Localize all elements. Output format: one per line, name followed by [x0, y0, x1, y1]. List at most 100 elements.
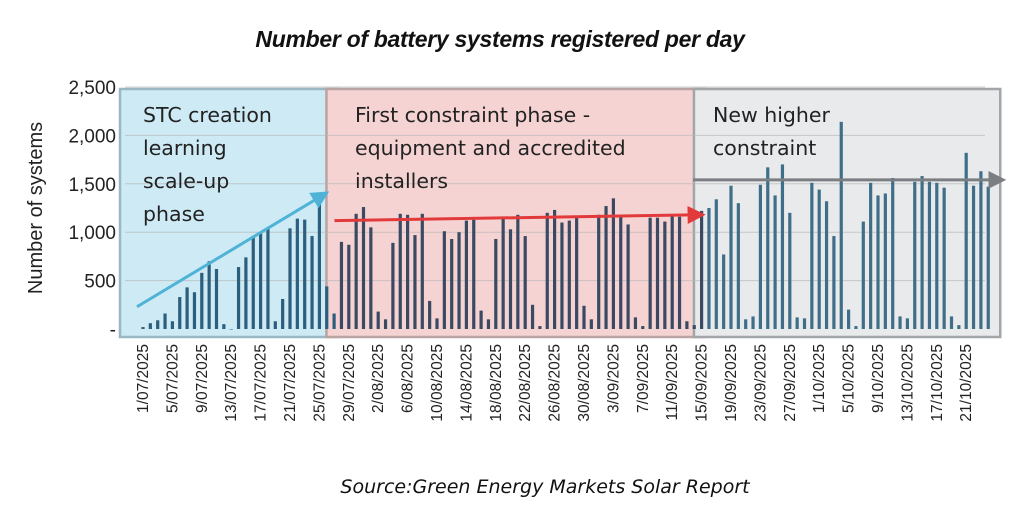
y-tick-label: 1,000: [68, 223, 116, 244]
bar: [545, 212, 549, 329]
bar: [281, 298, 285, 329]
x-tick-label: 13/07/2025: [223, 344, 240, 422]
x-axis: 1/07/2025 5/07/2025 9/07/2025 13/07/2025 17/…: [135, 344, 975, 422]
x-tick-label: 30/08/2025: [576, 344, 593, 422]
bar: [979, 171, 983, 329]
x-tick-label: 11/09/2025: [664, 344, 681, 420]
bar: [295, 218, 299, 329]
bar: [192, 292, 197, 329]
bar: [736, 203, 740, 329]
x-tick-label: 15/09/2025: [694, 344, 711, 422]
phase-label-line: scale-up: [143, 169, 229, 193]
phase-label-line: First constraint phase -: [355, 103, 590, 127]
bar: [869, 182, 873, 329]
bar: [303, 219, 307, 329]
bar: [339, 241, 344, 329]
phase-label-line: New higher: [713, 103, 831, 127]
bar: [744, 319, 748, 329]
bar: [883, 193, 887, 329]
bar: [494, 238, 498, 329]
bar: [428, 300, 432, 329]
bar: [597, 214, 601, 329]
bar: [582, 305, 586, 329]
bar: [567, 220, 571, 329]
y-axis: - 500 1,000 1,500 2,000 2,500 Number of system…: [25, 78, 116, 341]
x-tick-label: 21/10/2025: [958, 344, 975, 422]
bar: [288, 228, 292, 329]
bar: [376, 311, 380, 329]
bar: [670, 214, 674, 329]
x-tick-label: 26/08/2025: [547, 344, 564, 422]
phase-label-line: learning: [143, 136, 227, 160]
bar: [435, 318, 439, 329]
bar: [464, 220, 468, 329]
x-tick-label: 23/09/2025: [752, 344, 769, 422]
bar: [788, 212, 792, 329]
bar: [200, 272, 204, 329]
bar: [773, 195, 777, 329]
bar: [949, 316, 954, 329]
bar: [251, 237, 255, 329]
phase-labels: STC creation learning scale-up phase First c…: [143, 103, 831, 226]
x-tick-label: 27/09/2025: [782, 344, 799, 422]
bar: [406, 214, 410, 329]
bar: [729, 185, 733, 329]
phase-label-line: installers: [355, 169, 448, 193]
bar: [751, 316, 755, 329]
bar: [553, 209, 557, 329]
x-tick-label: 22/08/2025: [517, 344, 534, 422]
bar: [486, 319, 491, 329]
bar: [244, 257, 248, 329]
bar: [714, 199, 718, 329]
x-tick-label: 17/07/2025: [253, 344, 270, 422]
x-tick-label: 1/10/2025: [811, 344, 828, 413]
bar: [163, 313, 167, 329]
bar: [207, 261, 211, 329]
trend-arrow-2: [334, 205, 706, 224]
bar: [479, 310, 483, 329]
phase-label-line: phase: [143, 202, 205, 226]
bar: [648, 217, 652, 329]
bar: [391, 242, 395, 329]
x-tick-label: 18/08/2025: [488, 344, 505, 422]
bar: [876, 195, 880, 329]
bar: [310, 236, 314, 329]
bar: [222, 324, 226, 329]
y-tick-label: 1,500: [68, 175, 116, 196]
bar: [530, 304, 535, 329]
x-tick-label: 2/08/2025: [370, 344, 387, 413]
bar: [832, 236, 836, 329]
bar: [589, 319, 593, 329]
trend-arrow-1: [136, 191, 330, 309]
x-tick-label: 17/10/2025: [929, 344, 946, 422]
x-tick-label: 10/08/2025: [429, 344, 446, 422]
x-tick-label: 3/09/2025: [605, 344, 622, 413]
bar: [170, 321, 174, 329]
bar: [898, 316, 902, 329]
trend-arrows: [136, 170, 1007, 309]
phase-box-2: [325, 87, 706, 339]
bar: [450, 238, 454, 329]
bar: [420, 213, 424, 329]
bar: [795, 317, 799, 329]
bar: [927, 181, 932, 329]
x-tick-label: 25/07/2025: [311, 344, 328, 422]
bar: [957, 325, 961, 329]
bar: [442, 231, 446, 329]
bar: [185, 287, 189, 329]
bar: [677, 216, 682, 329]
bar: [611, 198, 615, 329]
x-tick-label: 6/08/2025: [400, 344, 417, 413]
y-tick-label: 500: [84, 272, 116, 293]
y-axis-title: Number of systems: [25, 122, 47, 294]
bar: [913, 181, 917, 329]
bars: [141, 121, 990, 330]
bar: [824, 201, 829, 329]
bar: [920, 176, 924, 329]
x-tick-label: 7/09/2025: [635, 344, 652, 413]
bar: [472, 219, 476, 329]
bar: [523, 236, 527, 329]
bar: [347, 244, 351, 329]
bar: [413, 235, 417, 329]
